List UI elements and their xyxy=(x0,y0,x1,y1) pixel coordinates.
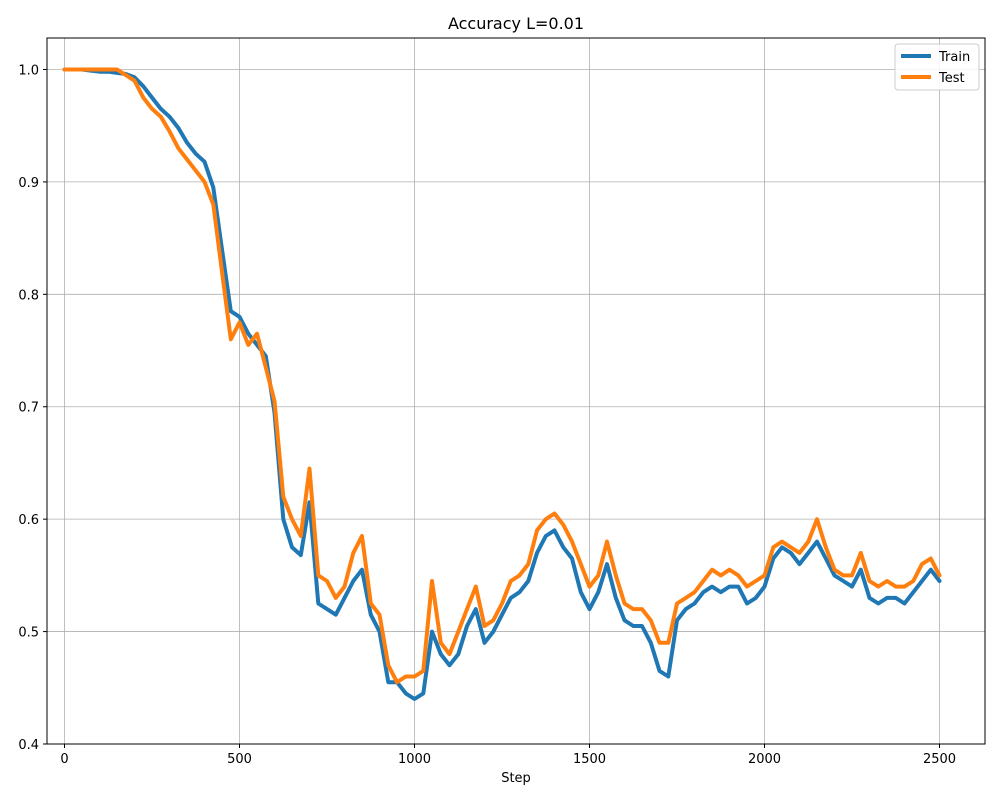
y-tick-label: 0.7 xyxy=(18,401,39,416)
legend-label-test: Test xyxy=(938,71,965,86)
y-tick-label: 1.0 xyxy=(18,63,39,78)
legend: Train Test xyxy=(894,43,980,91)
x-tick-label: 500 xyxy=(227,752,252,767)
series-line-test xyxy=(62,67,942,685)
x-tick-label: 2500 xyxy=(923,752,956,767)
series-line-train xyxy=(62,67,942,701)
series-layer xyxy=(62,67,942,701)
legend-label-train: Train xyxy=(938,50,970,65)
plot-frame xyxy=(46,37,986,745)
x-tick-label: 0 xyxy=(60,752,68,767)
x-tick-label: 2000 xyxy=(748,752,781,767)
x-tick-label: 1500 xyxy=(573,752,606,767)
x-axis-label: Step xyxy=(501,771,531,786)
y-tick-label: 0.4 xyxy=(18,738,39,753)
ticks-layer: 0 500 1000 1500 2000 2500 0.4 0.5 0.6 0.7 0.8 0.9 1.… xyxy=(18,63,956,767)
y-tick-label: 0.9 xyxy=(18,176,39,191)
chart-title: Accuracy L=0.01 xyxy=(448,14,584,33)
y-tick-label: 0.6 xyxy=(18,513,39,528)
y-tick-label: 0.8 xyxy=(18,288,39,303)
x-tick-label: 1000 xyxy=(398,752,431,767)
y-tick-label: 0.5 xyxy=(18,626,39,641)
